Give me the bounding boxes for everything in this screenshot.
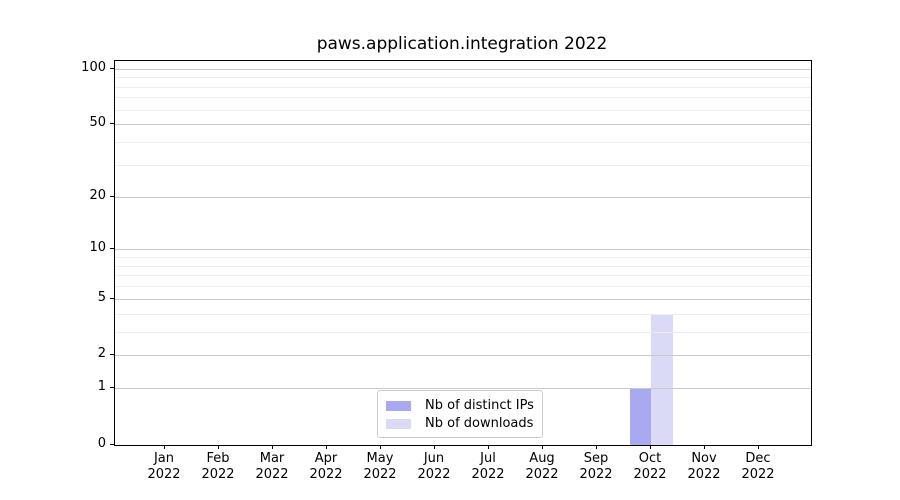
- x-tick-month: Sep: [583, 451, 609, 466]
- x-tick-mark-aug: [542, 445, 543, 449]
- x-tick-month: Dec: [745, 451, 771, 466]
- x-tick-label-dec: Dec 2022: [728, 451, 788, 483]
- x-tick-mark-dec: [758, 445, 759, 449]
- y-tick-label-0: 0: [97, 436, 106, 451]
- y-tick-mark-100: [110, 67, 114, 69]
- gridline-major-5: [115, 298, 811, 300]
- legend: Nb of distinct IPs Nb of downloads: [377, 390, 543, 438]
- gridline-minor-40: [115, 142, 811, 144]
- gridline-major-50: [115, 124, 811, 126]
- x-tick-month: Feb: [206, 451, 230, 466]
- x-tick-month: Aug: [529, 451, 555, 466]
- x-tick-year: 2022: [147, 467, 181, 482]
- x-tick-label-apr: Apr 2022: [296, 451, 356, 483]
- x-tick-label-aug: Aug 2022: [512, 451, 572, 483]
- legend-label-distinct-ips: Nb of distinct IPs: [425, 398, 534, 413]
- legend-item-downloads: Nb of downloads: [378, 415, 542, 433]
- x-tick-year: 2022: [633, 467, 667, 482]
- gridline-minor-4: [115, 313, 811, 315]
- y-tick-mark-2: [110, 354, 114, 356]
- gridline-major-2: [115, 355, 811, 357]
- y-tick-label-20: 20: [89, 187, 106, 203]
- x-tick-month: Apr: [314, 451, 338, 466]
- chart-title: paws.application.integration 2022: [316, 34, 608, 54]
- x-tick-year: 2022: [309, 467, 343, 482]
- gridline-minor-90: [115, 77, 811, 79]
- gridline-minor-6: [115, 286, 811, 288]
- x-tick-year: 2022: [471, 467, 505, 482]
- gridline-major-100: [115, 68, 811, 70]
- gridline-minor-8: [115, 265, 811, 267]
- legend-swatch-downloads: [386, 419, 411, 429]
- x-tick-month: Jun: [423, 451, 445, 466]
- y-tick-label-10: 10: [89, 240, 106, 256]
- y-tick-label-2: 2: [97, 346, 106, 362]
- legend-label-downloads: Nb of downloads: [425, 416, 534, 431]
- gridline-minor-70: [115, 97, 811, 99]
- y-tick-label-50: 50: [89, 115, 106, 131]
- bar-nb-of-distinct-ips-oct: [629, 388, 651, 445]
- x-tick-month: Jul: [480, 451, 496, 466]
- y-tick-mark-0: [110, 444, 114, 445]
- legend-item-distinct-ips: Nb of distinct IPs: [378, 397, 542, 415]
- x-tick-year: 2022: [687, 467, 721, 482]
- y-tick-mark-5: [110, 297, 114, 299]
- x-tick-year: 2022: [363, 467, 397, 482]
- y-tick-mark-50: [110, 123, 114, 125]
- gridline-minor-30: [115, 165, 811, 166]
- x-tick-label-jun: Jun 2022: [404, 451, 464, 483]
- legend-swatch-distinct-ips: [386, 401, 411, 411]
- x-tick-month: Mar: [259, 451, 285, 466]
- x-tick-year: 2022: [417, 467, 451, 482]
- x-tick-label-may: May 2022: [350, 451, 410, 483]
- x-tick-mark-jun: [434, 445, 435, 449]
- y-tick-mark-10: [110, 248, 114, 250]
- y-tick-mark-1: [110, 387, 114, 389]
- y-tick-label-100: 100: [81, 59, 106, 75]
- x-tick-mark-feb: [218, 445, 219, 449]
- y-tick-label-1: 1: [97, 379, 106, 395]
- x-tick-label-mar: Mar 2022: [242, 451, 302, 483]
- x-tick-year: 2022: [201, 467, 235, 482]
- x-tick-month: Nov: [691, 451, 717, 466]
- gridline-minor-9: [115, 257, 811, 259]
- x-tick-year: 2022: [525, 467, 559, 482]
- gridline-major-20: [115, 196, 811, 198]
- gridline-minor-60: [115, 109, 811, 111]
- y-tick-mark-20: [110, 195, 114, 197]
- x-tick-month: Jan: [153, 451, 175, 466]
- x-tick-month: Oct: [638, 451, 662, 466]
- x-tick-mark-jan: [164, 445, 165, 449]
- x-tick-year: 2022: [579, 467, 613, 482]
- y-tick-label-5: 5: [97, 289, 106, 305]
- x-tick-mark-sep: [596, 445, 597, 449]
- x-tick-label-jul: Jul 2022: [458, 451, 518, 483]
- x-tick-month: May: [366, 451, 394, 466]
- x-tick-mark-oct: [650, 445, 651, 449]
- x-tick-label-sep: Sep 2022: [566, 451, 626, 483]
- x-tick-year: 2022: [741, 467, 775, 482]
- x-tick-mark-jul: [488, 445, 489, 449]
- x-tick-mark-mar: [272, 445, 273, 449]
- gridline-minor-7: [115, 275, 811, 277]
- x-tick-mark-nov: [704, 445, 705, 449]
- x-tick-mark-apr: [326, 445, 327, 449]
- gridline-major-10: [115, 249, 811, 251]
- x-tick-mark-may: [380, 445, 381, 449]
- gridline-major-1: [115, 388, 811, 390]
- gridline-minor-3: [115, 331, 811, 333]
- bar-nb-of-downloads-oct: [651, 313, 673, 445]
- x-tick-label-jan: Jan 2022: [134, 451, 194, 483]
- x-tick-year: 2022: [255, 467, 289, 482]
- x-tick-label-nov: Nov 2022: [674, 451, 734, 483]
- plot-area: [114, 60, 812, 446]
- gridline-minor-80: [115, 86, 811, 88]
- x-tick-label-oct: Oct 2022: [620, 451, 680, 483]
- x-tick-label-feb: Feb 2022: [188, 451, 248, 483]
